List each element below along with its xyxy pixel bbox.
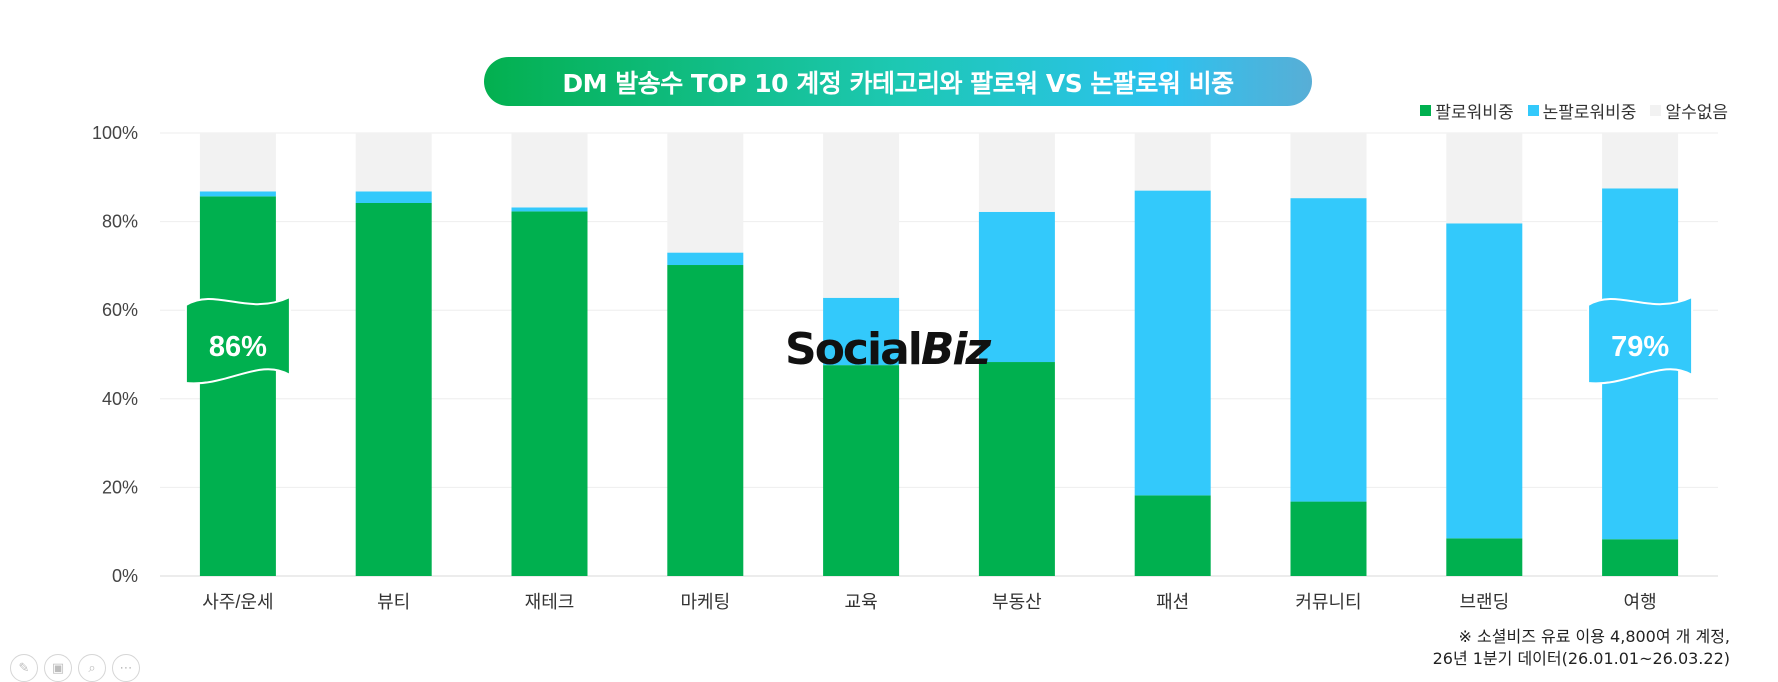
bar-segment-nonfollower bbox=[511, 207, 588, 212]
x-tick-label: 브랜딩 bbox=[1459, 592, 1509, 612]
bar-segment-unknown bbox=[1290, 133, 1367, 199]
zoom-icon[interactable]: ⌕ bbox=[78, 654, 106, 682]
bar-segment-nonfollower bbox=[978, 211, 1055, 363]
bar-segment-nonfollower bbox=[199, 191, 276, 197]
legend-swatch-nonfollower bbox=[1527, 105, 1539, 116]
bar-segment-nonfollower bbox=[667, 252, 744, 266]
legend-item-nonfollower: 논팔로워비중 bbox=[1527, 98, 1637, 123]
x-tick-label: 여행 bbox=[1624, 592, 1657, 612]
bar-segment-nonfollower bbox=[1290, 198, 1367, 502]
bar-segment-unknown bbox=[1134, 133, 1211, 191]
footnote: ※ 소셜비즈 유료 이용 4,800여 개 계정, 26년 1분기 데이터(26… bbox=[1433, 626, 1730, 670]
bar-segment-follower bbox=[667, 265, 744, 576]
y-tick-label: 40% bbox=[102, 389, 138, 409]
bar-segment-follower bbox=[355, 202, 432, 576]
y-tick-label: 20% bbox=[102, 477, 138, 497]
bar-segment-follower bbox=[823, 365, 900, 576]
callout-value: 79% bbox=[1611, 331, 1669, 363]
x-tick-label: 사주/운세 bbox=[202, 592, 273, 612]
logo-biz: Biz bbox=[920, 324, 991, 375]
y-tick-label: 0% bbox=[112, 566, 138, 586]
bar-segment-nonfollower bbox=[823, 297, 900, 366]
legend-swatch-unknown bbox=[1650, 105, 1662, 116]
legend-item-follower: 팔로워비중 bbox=[1420, 98, 1514, 123]
x-tick-label: 부동산 bbox=[992, 592, 1042, 612]
bar-segment-unknown bbox=[355, 133, 432, 192]
legend-swatch-follower bbox=[1420, 105, 1432, 116]
x-tick-label: 교육 bbox=[845, 592, 878, 612]
x-tick-label: 커뮤니티 bbox=[1295, 592, 1361, 612]
bar-segment-unknown bbox=[1446, 133, 1523, 224]
more-icon[interactable]: ⋯ bbox=[112, 654, 140, 682]
y-tick-label: 80% bbox=[102, 212, 138, 232]
legend-label-follower: 팔로워비중 bbox=[1435, 103, 1514, 123]
bar-segment-follower bbox=[511, 211, 588, 576]
logo-social: Social bbox=[785, 324, 923, 375]
x-tick-label: 마케팅 bbox=[680, 592, 730, 612]
y-tick-label: 100% bbox=[92, 123, 138, 143]
presentation-toolbar: ✎ ▣ ⌕ ⋯ bbox=[10, 654, 140, 682]
chart-title: DM 발송수 TOP 10 계정 카테고리와 팔로워 VS 논팔로워 비중 bbox=[484, 57, 1312, 106]
x-tick-label: 패션 bbox=[1156, 592, 1189, 612]
bar-segment-unknown bbox=[823, 133, 900, 298]
bar-segment-unknown bbox=[511, 133, 588, 208]
slides-icon[interactable]: ▣ bbox=[44, 654, 72, 682]
bar-segment-follower bbox=[1602, 539, 1679, 576]
bar-segment-follower bbox=[199, 196, 276, 576]
footnote-line-2: 26년 1분기 데이터(26.01.01~26.03.22) bbox=[1432, 649, 1730, 668]
x-tick-label: 재테크 bbox=[525, 592, 575, 612]
bar-segment-nonfollower bbox=[1134, 190, 1211, 496]
x-tick-label: 뷰티 bbox=[377, 592, 410, 612]
callouts: 86% 79% bbox=[184, 295, 1694, 385]
legend: 팔로워비중 논팔로워비중 알수없음 bbox=[1420, 98, 1728, 123]
bar-segment-unknown bbox=[978, 133, 1055, 212]
pen-icon[interactable]: ✎ bbox=[10, 654, 38, 682]
callout-badge bbox=[1587, 295, 1694, 385]
axis-labels: 0% 20% 40% 60% 80% 100% 사주/운세 뷰티 재테크 마케팅 교육 부동산 패션 커뮤… bbox=[92, 123, 1657, 612]
legend-label-unknown: 알수없음 bbox=[1665, 103, 1728, 123]
y-tick-label: 60% bbox=[102, 300, 138, 320]
legend-item-unknown: 알수없음 bbox=[1650, 98, 1728, 123]
bar-segment-follower bbox=[978, 362, 1055, 576]
bar-segment-nonfollower bbox=[355, 191, 432, 203]
bar-segment-unknown bbox=[1602, 133, 1679, 189]
footnote-line-1: ※ 소셜비즈 유료 이용 4,800여 개 계정, bbox=[1458, 627, 1730, 646]
bars bbox=[199, 133, 1679, 576]
bar-segment-unknown bbox=[199, 133, 276, 192]
socialbiz-logo: SocialBiz bbox=[785, 324, 991, 375]
callout-badge bbox=[184, 295, 291, 385]
bar-segment-follower bbox=[1446, 538, 1523, 576]
bar-segment-unknown bbox=[667, 133, 744, 253]
callout-value: 86% bbox=[209, 331, 267, 363]
bar-segment-follower bbox=[1134, 495, 1211, 576]
bar-segment-follower bbox=[1290, 501, 1367, 576]
legend-label-nonfollower: 논팔로워비중 bbox=[1542, 103, 1637, 123]
bar-segment-nonfollower bbox=[1446, 223, 1523, 539]
